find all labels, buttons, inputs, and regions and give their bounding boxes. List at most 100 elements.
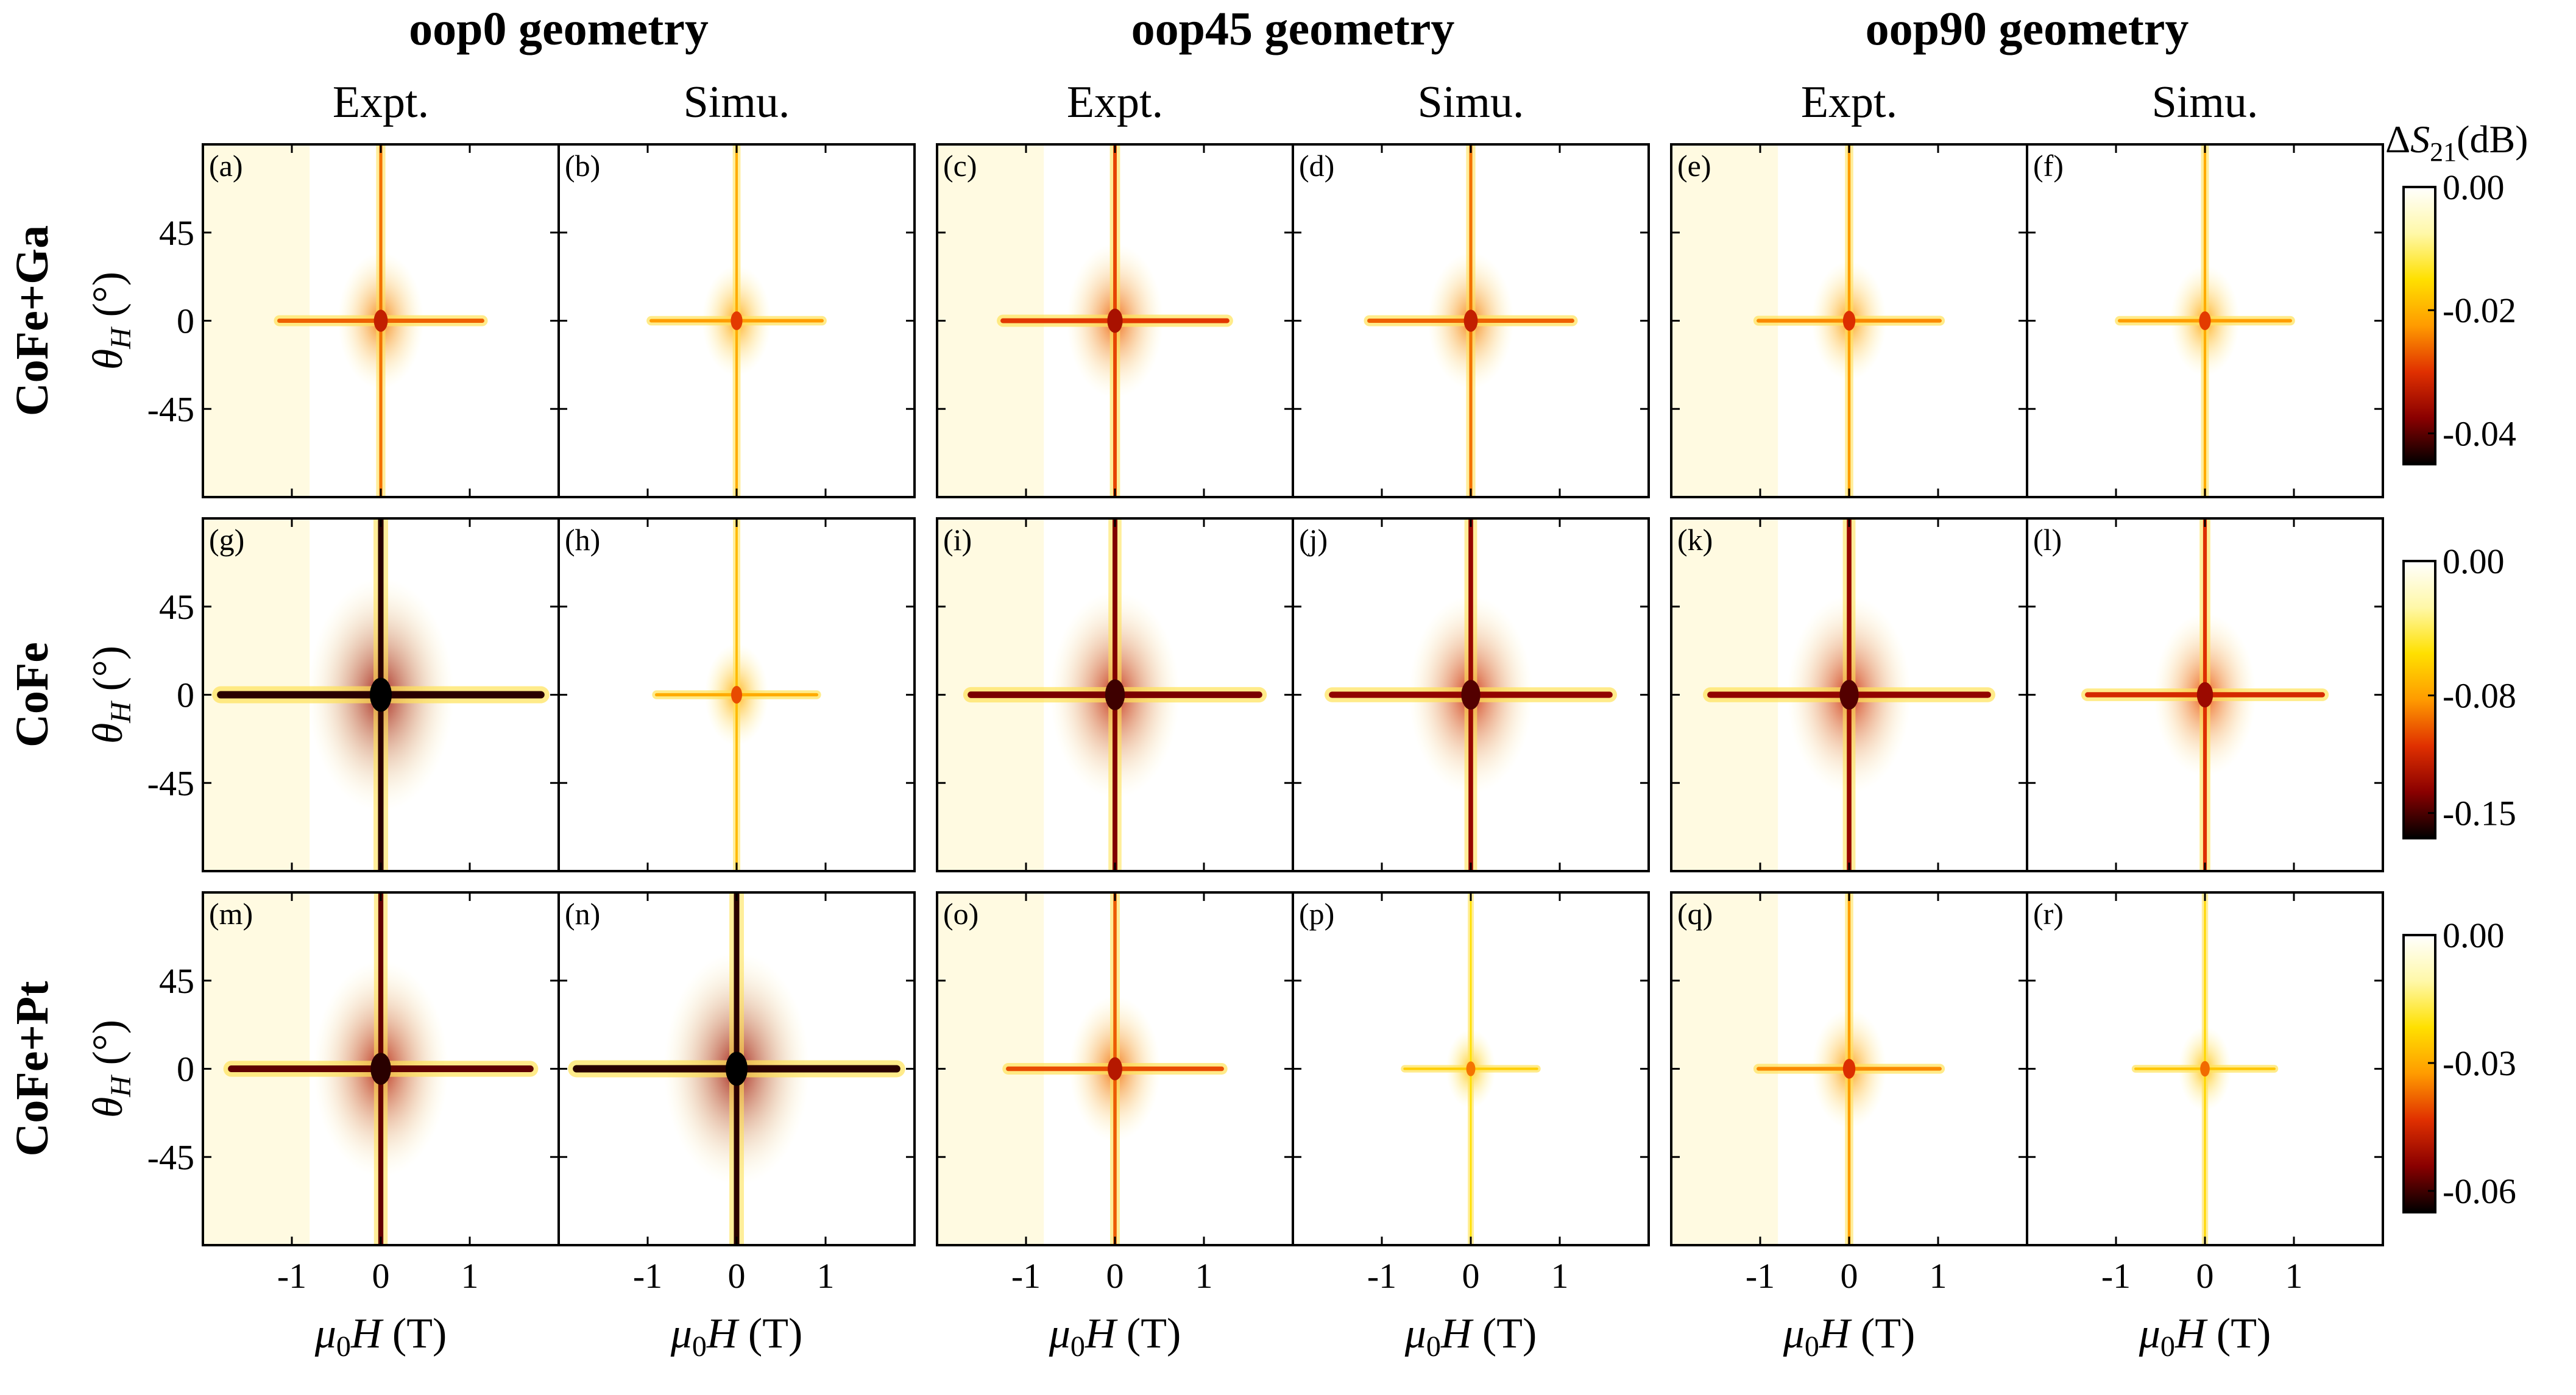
x-axis-title: μ0H (T) — [1404, 1310, 1537, 1363]
panel-label: (i) — [943, 523, 972, 557]
panel-label: (h) — [565, 523, 600, 557]
heatmap-panel: (o) — [936, 891, 1294, 1246]
x-tick-label: -1 — [1011, 1256, 1041, 1296]
x-axis-title: μ0H (T) — [1783, 1310, 1916, 1363]
panel-label: (c) — [943, 149, 977, 183]
heatmap-panel: (a) — [202, 143, 560, 498]
heatmap-panel: (c) — [936, 143, 1294, 498]
center-core — [1107, 308, 1123, 333]
heatmap-panel: (f) — [2026, 143, 2384, 498]
x-tick-label: 1 — [1551, 1256, 1569, 1296]
panel-label: (b) — [565, 149, 600, 183]
colorbar-tick-label: -0.04 — [2443, 414, 2516, 453]
colorbar-tick-label: -0.03 — [2443, 1044, 2516, 1083]
panel-label: (q) — [1677, 897, 1713, 931]
x-tick-label: -1 — [277, 1256, 306, 1296]
colorbar-tick-label: 0.00 — [2443, 168, 2505, 207]
y-tick-label: 0 — [177, 302, 194, 341]
x-axis-title: μ0H (T) — [670, 1310, 803, 1363]
center-core — [1839, 680, 1859, 710]
colorbar-tick-label: -0.06 — [2443, 1171, 2516, 1211]
column-label-0-1: Simu. — [684, 77, 790, 127]
center-core — [731, 311, 743, 330]
y-axis-title: θH (°) — [85, 1020, 137, 1118]
center-core — [1463, 309, 1478, 332]
colorbar-tick-label: -0.15 — [2443, 794, 2516, 833]
x-tick-label: 1 — [1930, 1256, 1947, 1296]
heatmap-panel: (d) — [1292, 143, 1650, 498]
panel-label: (f) — [2033, 149, 2064, 183]
heatmap-panel: (r) — [2026, 891, 2384, 1246]
titles-layer: oop0 geometry Expt. Simu. oop45 geometry Exp… — [7, 2, 2258, 1157]
colorbar-tick-label: 0.00 — [2443, 542, 2505, 581]
panel-label: (r) — [2033, 897, 2064, 931]
colorbar-tick-label: -0.02 — [2443, 291, 2516, 330]
x-tick-label: 1 — [1195, 1256, 1213, 1296]
row-label-1: CoFe — [7, 642, 58, 747]
center-core — [373, 309, 388, 332]
column-label-1-1: Simu. — [1418, 77, 1524, 127]
center-core — [2199, 311, 2211, 330]
panel-label: (j) — [1299, 523, 1328, 557]
x-tick-label: 0 — [1106, 1256, 1124, 1296]
heatmap-panel: (g) — [202, 517, 560, 872]
geometry-title-1: oop45 geometry — [1131, 2, 1455, 55]
center-core — [731, 686, 742, 704]
heatmap-panel: (e) — [1670, 143, 2028, 498]
y-tick-label: 45 — [159, 587, 194, 627]
colorbar — [2402, 560, 2436, 839]
y-axis-title: θH (°) — [85, 272, 137, 370]
heatmap-panel: (n) — [557, 891, 916, 1246]
panel-label: (a) — [209, 149, 243, 183]
center-core — [1842, 311, 1856, 331]
panel-label: (o) — [943, 897, 978, 931]
x-axis-title: μ0H (T) — [314, 1310, 447, 1363]
x-axis-title: μ0H (T) — [2139, 1310, 2271, 1363]
center-core — [1466, 1061, 1476, 1076]
y-axis-title: θH (°) — [85, 646, 137, 744]
center-core — [370, 1053, 391, 1085]
x-tick-label: -1 — [2101, 1256, 2131, 1296]
x-tick-label: 0 — [728, 1256, 746, 1296]
column-label-1-0: Expt. — [1067, 77, 1163, 127]
panel-label: (n) — [565, 897, 600, 931]
center-core — [2196, 682, 2213, 708]
heatmap-panel: (m) — [202, 891, 560, 1246]
x-tick-label: -1 — [1746, 1256, 1775, 1296]
center-core — [726, 1051, 748, 1086]
x-tick-label: 1 — [461, 1256, 479, 1296]
panel-label: (l) — [2033, 523, 2062, 557]
panels-layer: (a) (b) (c) (d) (e) (f) (g) (h) (i) (j) (k) (l) (m) (… — [202, 143, 2384, 1246]
center-core — [1108, 1057, 1122, 1081]
colorbars-layer: ΔS21(dB)0.00-0.02-0.040.00-0.08-0.150.00… — [2385, 118, 2528, 1213]
center-core — [1105, 679, 1125, 710]
y-tick-label: -45 — [147, 389, 194, 429]
x-axis-title: μ0H (T) — [1049, 1310, 1181, 1363]
row-label-2: CoFe+Pt — [7, 981, 58, 1156]
x-tick-label: 0 — [2196, 1256, 2214, 1296]
colorbar-title: ΔS21(dB) — [2385, 118, 2528, 167]
heatmap-panel: (p) — [1292, 891, 1650, 1246]
x-tick-label: -1 — [1367, 1256, 1396, 1296]
heatmap-panel: (l) — [2026, 517, 2384, 872]
colorbar — [2402, 934, 2436, 1213]
colorbar — [2402, 186, 2436, 465]
panel-label: (g) — [209, 523, 244, 557]
column-label-2-0: Expt. — [1801, 77, 1897, 127]
panel-label: (d) — [1299, 149, 1334, 183]
row-label-0: CoFe+Ga — [7, 225, 58, 416]
heatmap-panel: (i) — [936, 517, 1294, 872]
x-tick-label: -1 — [633, 1256, 662, 1296]
x-tick-label: 0 — [1462, 1256, 1480, 1296]
colorbar-tick-label: 0.00 — [2443, 916, 2505, 955]
geometry-title-2: oop90 geometry — [1866, 2, 2189, 55]
center-core — [1461, 680, 1481, 710]
center-core — [370, 677, 392, 712]
y-tick-label: -45 — [147, 1137, 194, 1177]
x-tick-label: 0 — [372, 1256, 390, 1296]
heatmap-panel: (h) — [557, 517, 916, 872]
x-tick-label: 0 — [1841, 1256, 1858, 1296]
x-tick-label: 1 — [2285, 1256, 2303, 1296]
panel-label: (k) — [1677, 523, 1713, 557]
